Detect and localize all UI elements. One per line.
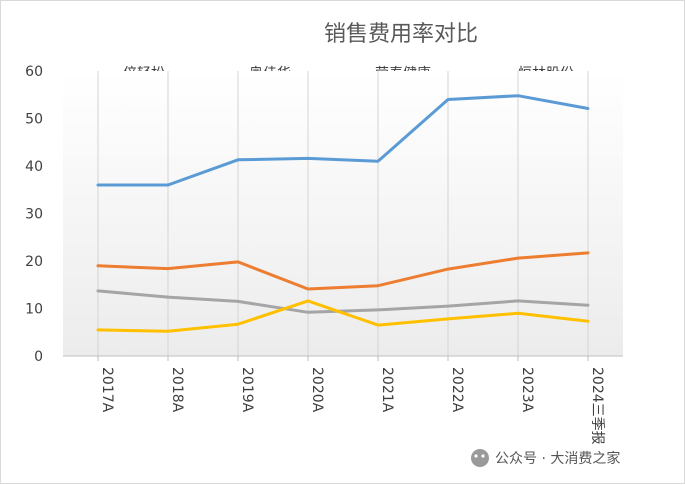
- x-tick-label: 2021A: [379, 367, 395, 413]
- gridlines: [97, 71, 589, 356]
- x-tick-label: 2024三季报: [589, 367, 605, 445]
- plot-area: [63, 71, 623, 356]
- y-tick-label: 20: [25, 254, 43, 270]
- wechat-icon: [471, 449, 489, 467]
- y-tick-label: 40: [25, 159, 43, 175]
- chart-title: 销售费用率对比: [324, 22, 478, 47]
- x-tick-label: 2022A: [449, 367, 465, 413]
- series-lines: [96, 94, 590, 333]
- x-tick-label: 2018A: [169, 367, 185, 413]
- x-tick-label: 2023A: [519, 367, 535, 413]
- watermark-text: 公众号 · 大消费之家: [495, 450, 620, 467]
- series-line-0: [96, 94, 590, 187]
- y-tick-label: 30: [25, 207, 43, 223]
- wechat-icon-eye-right: [481, 454, 485, 458]
- series-line-3: [96, 299, 590, 333]
- wechat-icon-eye-left: [474, 454, 478, 458]
- y-tick-label: 0: [34, 349, 43, 365]
- x-tick-label: 2020A: [309, 367, 325, 413]
- y-axis-ticks: 0 10 20 30 40 50 60: [25, 64, 43, 365]
- y-tick-label: 60: [25, 64, 43, 80]
- series-line-1: [96, 251, 590, 291]
- watermark: 公众号 · 大消费之家: [471, 449, 620, 467]
- x-tick-label: 2017A: [99, 367, 115, 413]
- x-axis-ticks: 2017A 2018A 2019A 2020A 2021A 2022A 2023A 2024三…: [97, 356, 605, 445]
- y-tick-label: 50: [25, 112, 43, 128]
- series-line-2: [96, 289, 590, 314]
- x-tick-label: 2019A: [239, 367, 255, 413]
- y-tick-label: 10: [25, 302, 43, 318]
